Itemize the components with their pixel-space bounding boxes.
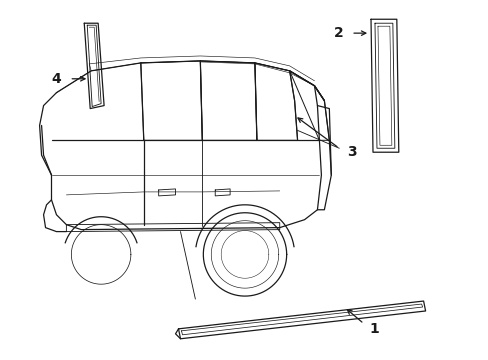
- Text: 3: 3: [346, 145, 356, 159]
- Text: 4: 4: [52, 72, 61, 86]
- Text: 1: 1: [368, 322, 378, 336]
- Text: 2: 2: [333, 26, 343, 40]
